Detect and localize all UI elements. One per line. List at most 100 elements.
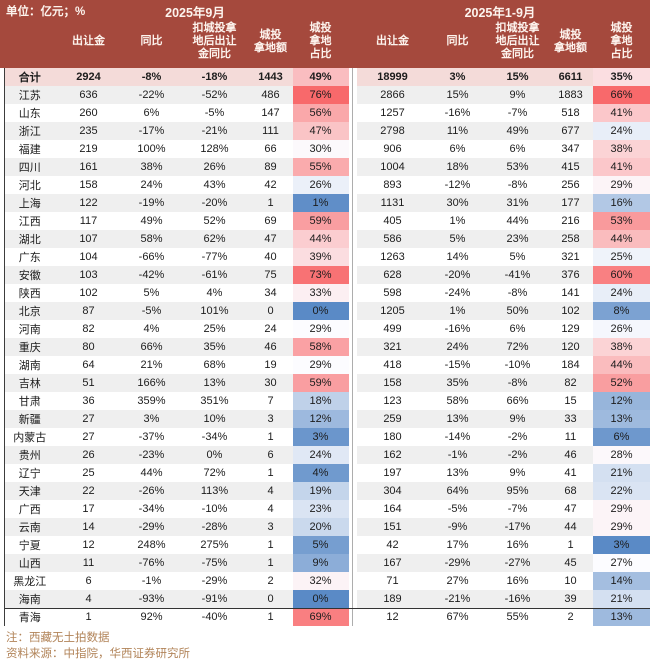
m9-premium: 6 [54, 572, 123, 590]
m9-lgfv-share: 55% [292, 158, 349, 176]
m9-lgfv-share: 5% [292, 536, 349, 554]
table-row: 陕西 102 5% 4% 34 33% 598 -24% -8% 141 24% [4, 284, 650, 302]
ytd-lgfv-amount: 216 [548, 212, 593, 230]
ytd-lgfv-share: 26% [592, 320, 650, 338]
table-row: 山西 11 -76% -75% 1 9% 167 -29% -27% 45 27% [4, 554, 650, 572]
m9-premium: 26 [54, 446, 123, 464]
ytd-premium: 1004 [356, 158, 429, 176]
section-divider [348, 518, 357, 536]
m9-lgfv-amount: 7 [248, 392, 293, 410]
m9-yoy: -22% [122, 86, 181, 104]
m9-lgfv-share: 76% [292, 86, 349, 104]
ytd-lgfv-share: 14% [592, 572, 650, 590]
province-name: 北京 [4, 302, 55, 320]
ytd-premium: 12 [356, 607, 429, 626]
m9-lgfv-amount: 1 [248, 554, 293, 572]
m9-yoy: 166% [122, 374, 181, 392]
m9-yoy: 49% [122, 212, 181, 230]
ytd-yoy: 64% [428, 482, 487, 500]
m9-yoy-ex-lgfv: 101% [180, 302, 249, 320]
ytd-premium: 1205 [356, 302, 429, 320]
section-divider [348, 572, 357, 590]
m9-premium: 103 [54, 266, 123, 284]
ytd-lgfv-amount: 177 [548, 194, 593, 212]
m9-premium: 636 [54, 86, 123, 104]
section-divider [348, 446, 357, 464]
ytd-yoy-ex-lgfv: -16% [486, 590, 549, 608]
section-divider [348, 176, 357, 194]
header-divider [349, 0, 357, 68]
ytd-yoy-ex-lgfv: 44% [486, 212, 549, 230]
table-row: 山东 260 6% -5% 147 56% 1257 -16% -7% 518 41% [4, 104, 650, 122]
m9-lgfv-share: 69% [292, 607, 349, 626]
col-m9-yoy: 同比 [140, 35, 163, 47]
m9-yoy: 66% [122, 338, 181, 356]
m9-lgfv-amount: 24 [248, 320, 293, 338]
ytd-yoy-ex-lgfv: 95% [486, 482, 549, 500]
m9-yoy: -8% [122, 68, 181, 86]
m9-premium: 117 [54, 212, 123, 230]
section-divider [348, 230, 357, 248]
section-divider [348, 410, 357, 428]
ytd-yoy: -24% [428, 284, 487, 302]
ytd-yoy-ex-lgfv: 9% [486, 86, 549, 104]
ytd-yoy-ex-lgfv: 6% [486, 320, 549, 338]
ytd-yoy-ex-lgfv: 6% [486, 140, 549, 158]
col-ytd-lgfv-amount: 城投 拿地额 [554, 28, 587, 54]
m9-premium: 80 [54, 338, 123, 356]
ytd-lgfv-amount: 6611 [548, 68, 593, 86]
ytd-lgfv-amount: 1 [548, 536, 593, 554]
table-row: 北京 87 -5% 101% 0 0% 1205 1% 50% 102 8% [4, 302, 650, 320]
m9-lgfv-amount: 147 [248, 104, 293, 122]
m9-lgfv-amount: 40 [248, 248, 293, 266]
period-label-ytd: 2025年1-9月 [464, 6, 536, 20]
ytd-lgfv-share: 13% [592, 410, 650, 428]
m9-lgfv-share: 58% [292, 338, 349, 356]
ytd-yoy-ex-lgfv: -41% [486, 266, 549, 284]
m9-lgfv-amount: 1 [248, 464, 293, 482]
m9-lgfv-share: 39% [292, 248, 349, 266]
col-m9-premium: 出让金 [72, 35, 105, 47]
table-row: 天津 22 -26% 113% 4 19% 304 64% 95% 68 22% [4, 482, 650, 500]
section-divider [348, 302, 357, 320]
m9-lgfv-amount: 111 [248, 122, 293, 140]
m9-yoy: -42% [122, 266, 181, 284]
m9-lgfv-share: 49% [292, 68, 349, 86]
m9-lgfv-share: 1% [292, 194, 349, 212]
ytd-lgfv-share: 6% [592, 428, 650, 446]
m9-premium: 25 [54, 464, 123, 482]
ytd-lgfv-amount: 45 [548, 554, 593, 572]
ytd-lgfv-share: 21% [592, 464, 650, 482]
section-divider [348, 68, 357, 86]
ytd-yoy: -9% [428, 518, 487, 536]
ytd-lgfv-share: 38% [592, 140, 650, 158]
m9-yoy: -37% [122, 428, 181, 446]
ytd-yoy-ex-lgfv: -2% [486, 428, 549, 446]
ytd-premium: 499 [356, 320, 429, 338]
m9-premium: 2924 [54, 68, 123, 86]
ytd-yoy-ex-lgfv: 9% [486, 464, 549, 482]
ytd-premium: 151 [356, 518, 429, 536]
ytd-lgfv-amount: 256 [548, 176, 593, 194]
table-row: 甘肃 36 359% 351% 7 18% 123 58% 66% 15 12% [4, 392, 650, 410]
ytd-premium: 586 [356, 230, 429, 248]
ytd-yoy: 24% [428, 338, 487, 356]
m9-yoy-ex-lgfv: 0% [180, 446, 249, 464]
ytd-yoy-ex-lgfv: 66% [486, 392, 549, 410]
m9-lgfv-amount: 486 [248, 86, 293, 104]
table-row: 合计 2924 -8% -18% 1443 49% 18999 3% 15% 6611 35% [4, 68, 650, 86]
period-label-september: 2025年9月 [165, 6, 225, 20]
m9-premium: 51 [54, 374, 123, 392]
ytd-yoy-ex-lgfv: 5% [486, 248, 549, 266]
ytd-lgfv-amount: 184 [548, 356, 593, 374]
ytd-lgfv-amount: 321 [548, 248, 593, 266]
section-divider [348, 140, 357, 158]
m9-yoy: 248% [122, 536, 181, 554]
table-row: 浙江 235 -17% -21% 111 47% 2798 11% 49% 677 24% [4, 122, 650, 140]
m9-yoy-ex-lgfv: -18% [180, 68, 249, 86]
m9-lgfv-share: 3% [292, 428, 349, 446]
m9-yoy: 38% [122, 158, 181, 176]
ytd-yoy-ex-lgfv: -10% [486, 356, 549, 374]
m9-lgfv-amount: 34 [248, 284, 293, 302]
m9-lgfv-share: 0% [292, 590, 349, 608]
